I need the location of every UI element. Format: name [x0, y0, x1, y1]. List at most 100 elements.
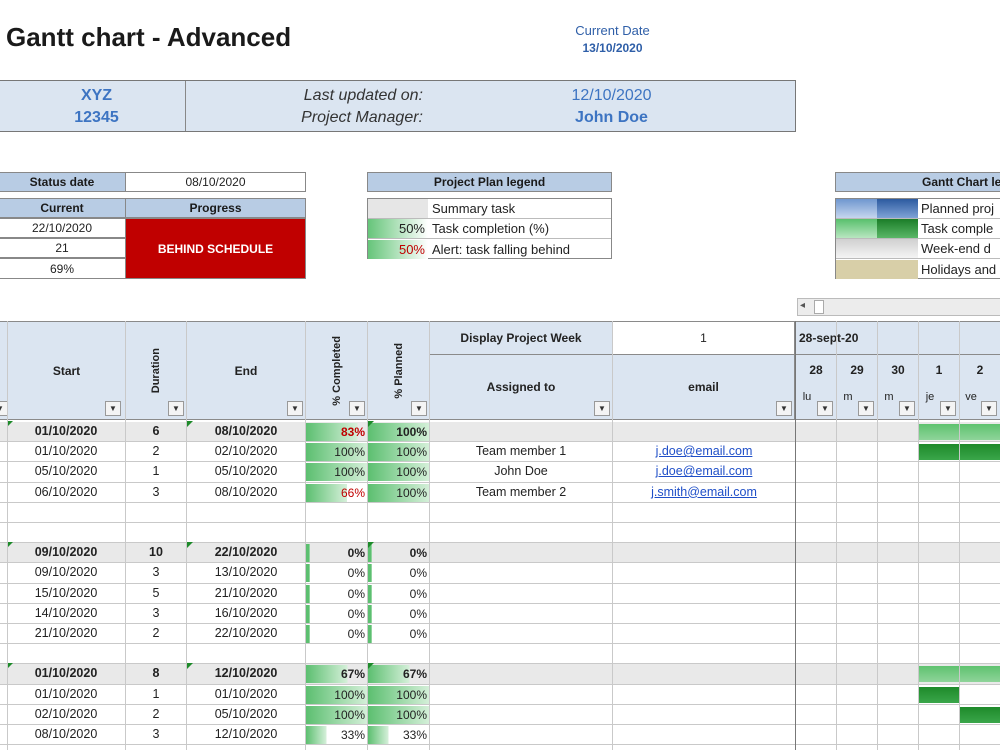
end-date-cell: 16/10/2020	[214, 605, 278, 620]
grid-line	[429, 321, 430, 750]
blank-row[interactable]	[0, 503, 1000, 523]
assigned-to-cell: Team member 1	[475, 444, 567, 459]
last-updated-value[interactable]: 12/10/2020	[571, 87, 652, 104]
email-link[interactable]: j.doe@email.com	[655, 444, 753, 459]
current-header: Current	[0, 198, 126, 218]
gantt-legend-box: Planned proj Task comple Week-end d Holi…	[835, 198, 1000, 279]
duration-cell: 2	[152, 444, 160, 459]
assigned-filter-dropdown[interactable]: ▼	[594, 401, 610, 416]
blank-row[interactable]	[0, 523, 1000, 544]
legend-alert-row: 50% Alert: task falling behind	[368, 239, 611, 259]
assigned-to-cell: Team member 2	[475, 484, 567, 499]
complete-swatch-dark	[877, 219, 918, 238]
display-week-input[interactable]: 1	[612, 321, 795, 355]
percent-completed-cell: 67%	[306, 665, 368, 684]
table-row[interactable]: 15/10/2020 5 21/10/2020 0% 0%	[0, 584, 1000, 604]
table-row[interactable]: 06/10/2020 3 08/10/2020 66% 100% Team member …	[0, 483, 1000, 503]
percent-planned-cell: 100%	[368, 463, 430, 482]
gantt-bar	[959, 424, 1000, 440]
start-date-cell: 08/10/2020	[34, 727, 98, 741]
planned-filter-dropdown[interactable]: ▼	[411, 401, 427, 416]
planned-swatch-light	[836, 199, 877, 218]
col-header-email: email	[612, 354, 795, 420]
legend-summary-label: Summary task	[432, 201, 516, 216]
project-code[interactable]: 12345	[74, 109, 119, 126]
gantt-bar	[918, 686, 959, 703]
percent-completed-cell: 33%	[306, 726, 368, 744]
timeline-scrollbar[interactable]: ◂	[797, 298, 1000, 316]
start-date-cell: 01/10/2020	[34, 666, 98, 681]
start-date-cell: 01/10/2020	[34, 686, 98, 701]
end-date-cell: 22/10/2020	[214, 545, 278, 560]
blank-row[interactable]	[0, 644, 1000, 665]
email-link[interactable]: j.smith@email.com	[651, 484, 757, 499]
table-row[interactable]: 02/10/2020 2 05/10/2020 100% 100%	[0, 705, 1000, 725]
email-link[interactable]: j.doe@email.com	[655, 464, 753, 479]
table-row[interactable]: 01/10/2020 2 02/10/2020 100% 100% Team member…	[0, 442, 1000, 463]
email-filter-dropdown[interactable]: ▼	[776, 401, 792, 416]
day-number: 29	[850, 363, 864, 377]
comment-marker	[7, 421, 13, 427]
table-row[interactable]: 14/10/2020 3 16/10/2020 0% 0%	[0, 604, 1000, 624]
start-date-cell: 09/10/2020	[34, 565, 98, 580]
day-filter-dropdown[interactable]: ▼	[981, 401, 997, 416]
current-date-value[interactable]: 13/10/2020	[582, 41, 643, 55]
summary-row[interactable]: 09/10/2020 10 22/10/2020 0% 0%	[0, 542, 1000, 564]
percent-planned-cell: 100%	[368, 705, 430, 724]
table-row[interactable]: 05/10/2020 1 05/10/2020 100% 100% John Doe j.d…	[0, 462, 1000, 483]
gantt-legend-complete: Task comple	[836, 219, 1000, 239]
last-updated-label: Last updated on:	[303, 87, 423, 104]
day-number: 1	[935, 363, 943, 377]
grid-line	[7, 321, 8, 750]
summary-row[interactable]: 01/10/2020 6 08/10/2020 83% 100%	[0, 421, 1000, 443]
day-filter-dropdown[interactable]: ▼	[899, 401, 915, 416]
pm-label: Project Manager:	[301, 109, 423, 126]
grid-line	[959, 321, 960, 750]
start-date-cell: 06/10/2020	[34, 484, 98, 499]
percent-completed-cell: 100%	[306, 685, 368, 704]
day-number: 28	[809, 363, 823, 377]
end-date-cell: 05/10/2020	[214, 706, 278, 721]
end-date-cell: 02/10/2020	[214, 444, 278, 459]
percent-planned-cell: 100%	[368, 443, 430, 462]
assigned-to-cell: John Doe	[494, 464, 548, 479]
gantt-legend-weekend: Week-end d	[836, 239, 1000, 259]
day-filter-dropdown[interactable]: ▼	[817, 401, 833, 416]
display-week-text: Display Project Week	[460, 331, 582, 345]
grid-line	[877, 321, 878, 750]
comment-marker	[368, 663, 374, 670]
display-week-value[interactable]: 1	[700, 331, 707, 345]
legend-alert-swatch: 50%	[368, 239, 428, 259]
pm-value[interactable]: John Doe	[575, 109, 648, 126]
plan-legend-title: Project Plan legend	[367, 172, 612, 192]
percent-planned-cell: 0%	[368, 625, 430, 643]
duration-cell: 2	[152, 626, 160, 640]
col-header-end: End	[186, 321, 306, 420]
table-row[interactable]: 21/10/2020 2 22/10/2020 0% 0%	[0, 624, 1000, 645]
percent-planned-cell: 0%	[368, 564, 430, 583]
day-filter-dropdown[interactable]: ▼	[940, 401, 956, 416]
project-name[interactable]: XYZ	[80, 87, 113, 104]
scrollbar-thumb[interactable]	[814, 300, 824, 314]
gantt-bar	[918, 424, 959, 440]
duration-filter-dropdown[interactable]: ▼	[168, 401, 184, 416]
end-filter-dropdown[interactable]: ▼	[287, 401, 303, 416]
table-row[interactable]: 01/10/2020 1 01/10/2020 100% 100%	[0, 685, 1000, 705]
comment-marker	[187, 542, 193, 549]
scroll-left-icon[interactable]: ◂	[800, 300, 806, 311]
email-label: email	[688, 380, 719, 394]
start-date-cell: 14/10/2020	[34, 605, 98, 620]
display-week-label: Display Project Week	[429, 321, 613, 355]
table-row[interactable]: 08/10/2020 3 12/10/2020 33% 33%	[0, 725, 1000, 746]
legend-completion-label: Task completion (%)	[432, 221, 550, 236]
start-filter-dropdown[interactable]: ▼	[105, 401, 121, 416]
grid-line	[367, 321, 368, 750]
summary-row[interactable]: 01/10/2020 8 12/10/2020 67% 67%	[0, 663, 1000, 685]
completed-filter-dropdown[interactable]: ▼	[349, 401, 365, 416]
percent-planned-cell: 67%	[368, 665, 430, 684]
day-filter-dropdown[interactable]: ▼	[858, 401, 874, 416]
status-date-value[interactable]: 08/10/2020	[125, 172, 306, 192]
gantt-legend-title: Gantt Chart le	[835, 172, 1000, 192]
table-row[interactable]: 09/10/2020 3 13/10/2020 0% 0%	[0, 563, 1000, 584]
start-date-cell: 09/10/2020	[34, 545, 98, 560]
